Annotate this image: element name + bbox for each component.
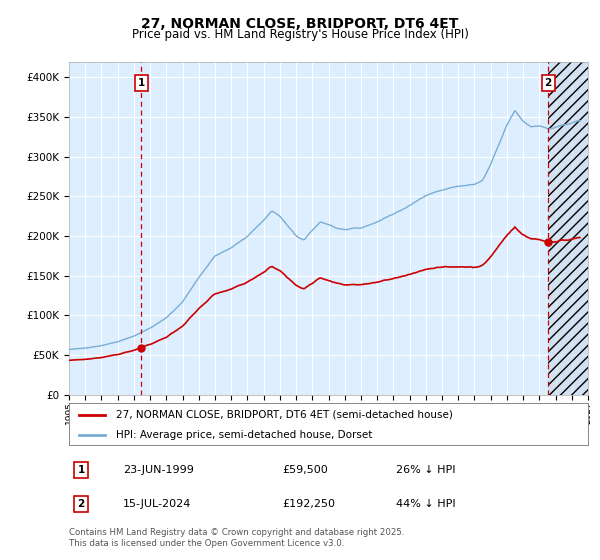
Text: 2: 2 xyxy=(544,78,552,88)
Text: 27, NORMAN CLOSE, BRIDPORT, DT6 4ET: 27, NORMAN CLOSE, BRIDPORT, DT6 4ET xyxy=(142,17,458,31)
Text: 15-JUL-2024: 15-JUL-2024 xyxy=(123,499,191,509)
Text: £192,250: £192,250 xyxy=(282,499,335,509)
Text: 26% ↓ HPI: 26% ↓ HPI xyxy=(396,465,455,475)
Bar xyxy=(548,62,588,395)
Text: Price paid vs. HM Land Registry's House Price Index (HPI): Price paid vs. HM Land Registry's House … xyxy=(131,28,469,41)
Text: HPI: Average price, semi-detached house, Dorset: HPI: Average price, semi-detached house,… xyxy=(116,430,372,440)
Text: 1: 1 xyxy=(138,78,145,88)
Text: 23-JUN-1999: 23-JUN-1999 xyxy=(123,465,194,475)
Text: £59,500: £59,500 xyxy=(282,465,328,475)
Text: 2: 2 xyxy=(77,499,85,509)
Text: Contains HM Land Registry data © Crown copyright and database right 2025.
This d: Contains HM Land Registry data © Crown c… xyxy=(69,528,404,548)
Text: 44% ↓ HPI: 44% ↓ HPI xyxy=(396,499,455,509)
Text: 27, NORMAN CLOSE, BRIDPORT, DT6 4ET (semi-detached house): 27, NORMAN CLOSE, BRIDPORT, DT6 4ET (sem… xyxy=(116,410,452,420)
Text: 1: 1 xyxy=(77,465,85,475)
